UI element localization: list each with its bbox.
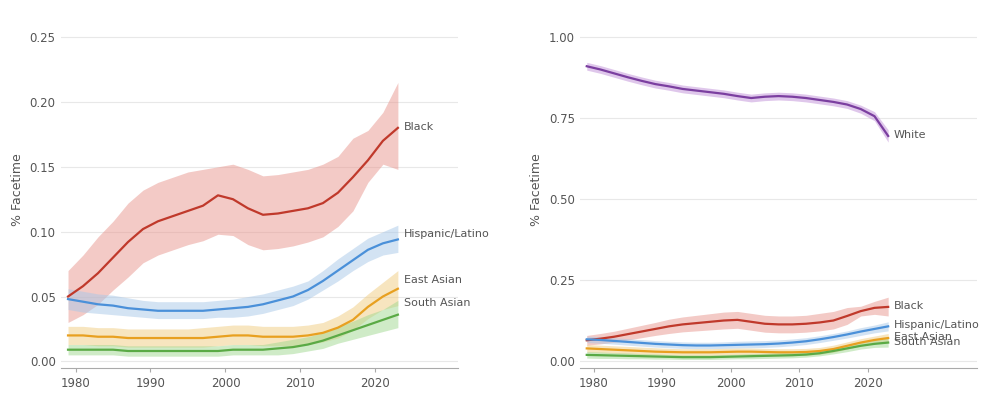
Text: South Asian: South Asian	[404, 298, 470, 308]
Text: White: White	[894, 130, 926, 140]
Text: South Asian: South Asian	[894, 336, 960, 346]
Text: East Asian: East Asian	[894, 332, 952, 342]
Y-axis label: % Facetime: % Facetime	[11, 153, 24, 226]
Y-axis label: % Facetime: % Facetime	[530, 153, 543, 226]
Text: Hispanic/Latino: Hispanic/Latino	[404, 229, 490, 239]
Text: Hispanic/Latino: Hispanic/Latino	[894, 320, 979, 330]
Text: East Asian: East Asian	[404, 275, 462, 285]
Text: Black: Black	[404, 122, 434, 132]
Text: Black: Black	[894, 301, 924, 311]
